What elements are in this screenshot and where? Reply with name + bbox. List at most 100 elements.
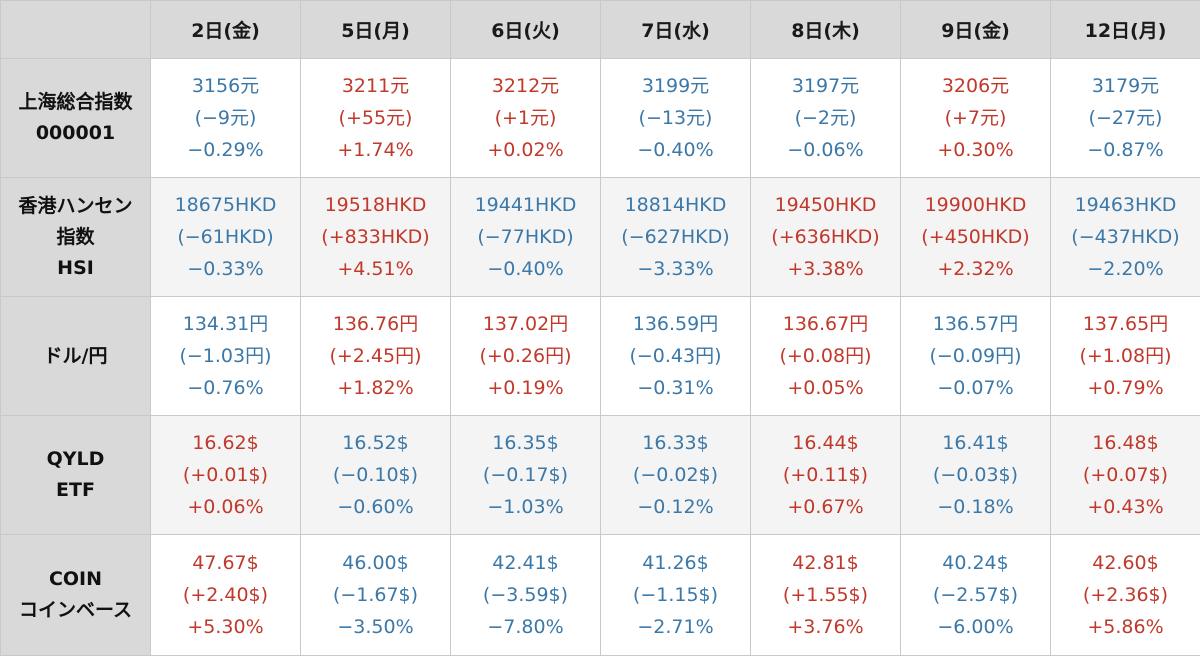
price-value: 137.65円 bbox=[1051, 308, 1200, 340]
change-value: (+1.55$) bbox=[751, 579, 900, 611]
change-value: (−1.03円) bbox=[151, 340, 300, 372]
change-value: (+636HKD) bbox=[751, 221, 900, 253]
price-value: 3206元 bbox=[901, 70, 1050, 102]
percent-value: −1.03% bbox=[451, 491, 600, 523]
price-value: 3212元 bbox=[451, 70, 600, 102]
row-label-line: HSI bbox=[1, 253, 150, 284]
price-value: 3179元 bbox=[1051, 70, 1200, 102]
quote-cell: 136.59円(−0.43円)−0.31% bbox=[601, 297, 751, 416]
quote-cell: 136.67円(+0.08円)+0.05% bbox=[751, 297, 901, 416]
quote-cell: 134.31円(−1.03円)−0.76% bbox=[151, 297, 301, 416]
change-value: (−0.03$) bbox=[901, 459, 1050, 491]
percent-value: −0.29% bbox=[151, 134, 300, 166]
quote-cell: 137.65円(+1.08円)+0.79% bbox=[1051, 297, 1200, 416]
row-label-line: コインベース bbox=[1, 595, 150, 626]
quote-cell: 41.26$(−1.15$)−2.71% bbox=[601, 535, 751, 656]
quote-cell: 19463HKD(−437HKD)−2.20% bbox=[1051, 178, 1200, 297]
price-value: 19450HKD bbox=[751, 189, 900, 221]
change-value: (−437HKD) bbox=[1051, 221, 1200, 253]
price-value: 136.76円 bbox=[301, 308, 450, 340]
change-value: (−1.15$) bbox=[601, 579, 750, 611]
change-value: (+1.08円) bbox=[1051, 340, 1200, 372]
quote-cell: 18675HKD(−61HKD)−0.33% bbox=[151, 178, 301, 297]
quote-cell: 19450HKD(+636HKD)+3.38% bbox=[751, 178, 901, 297]
percent-value: +0.05% bbox=[751, 372, 900, 404]
row-label-line: ETF bbox=[1, 475, 150, 506]
percent-value: −0.76% bbox=[151, 372, 300, 404]
percent-value: +5.86% bbox=[1051, 611, 1200, 643]
price-value: 3197元 bbox=[751, 70, 900, 102]
quote-cell: 16.44$(+0.11$)+0.67% bbox=[751, 416, 901, 535]
price-value: 3199元 bbox=[601, 70, 750, 102]
percent-value: +1.74% bbox=[301, 134, 450, 166]
percent-value: −0.33% bbox=[151, 253, 300, 285]
header-row: 2日(金) 5日(月) 6日(火) 7日(水) 8日(木) 9日(金) 12日(… bbox=[1, 1, 1200, 59]
price-value: 19463HKD bbox=[1051, 189, 1200, 221]
price-value: 16.52$ bbox=[301, 427, 450, 459]
price-value: 19518HKD bbox=[301, 189, 450, 221]
percent-value: −0.60% bbox=[301, 491, 450, 523]
change-value: (−3.59$) bbox=[451, 579, 600, 611]
percent-value: −0.06% bbox=[751, 134, 900, 166]
percent-value: −0.40% bbox=[601, 134, 750, 166]
change-value: (−1.67$) bbox=[301, 579, 450, 611]
price-value: 42.60$ bbox=[1051, 547, 1200, 579]
price-value: 19441HKD bbox=[451, 189, 600, 221]
quote-cell: 18814HKD(−627HKD)−3.33% bbox=[601, 178, 751, 297]
percent-value: +4.51% bbox=[301, 253, 450, 285]
change-value: (−0.10$) bbox=[301, 459, 450, 491]
percent-value: +5.30% bbox=[151, 611, 300, 643]
price-value: 16.44$ bbox=[751, 427, 900, 459]
change-value: (−0.02$) bbox=[601, 459, 750, 491]
change-value: (+0.26円) bbox=[451, 340, 600, 372]
change-value: (+0.01$) bbox=[151, 459, 300, 491]
percent-value: +0.79% bbox=[1051, 372, 1200, 404]
quote-cell: 42.81$(+1.55$)+3.76% bbox=[751, 535, 901, 656]
quote-cell: 42.41$(−3.59$)−7.80% bbox=[451, 535, 601, 656]
quote-cell: 3197元(−2元)−0.06% bbox=[751, 59, 901, 178]
quote-cell: 3212元(+1元)+0.02% bbox=[451, 59, 601, 178]
price-value: 136.59円 bbox=[601, 308, 750, 340]
price-value: 134.31円 bbox=[151, 308, 300, 340]
change-value: (−27元) bbox=[1051, 102, 1200, 134]
quote-cell: 16.52$(−0.10$)−0.60% bbox=[301, 416, 451, 535]
column-header: 9日(金) bbox=[901, 1, 1051, 59]
percent-value: +0.19% bbox=[451, 372, 600, 404]
row-label-line: QYLD bbox=[1, 444, 150, 475]
column-header: 8日(木) bbox=[751, 1, 901, 59]
percent-value: +3.38% bbox=[751, 253, 900, 285]
price-value: 42.81$ bbox=[751, 547, 900, 579]
quote-cell: 3156元(−9元)−0.29% bbox=[151, 59, 301, 178]
price-value: 46.00$ bbox=[301, 547, 450, 579]
price-value: 3156元 bbox=[151, 70, 300, 102]
percent-value: +0.43% bbox=[1051, 491, 1200, 523]
change-value: (+0.08円) bbox=[751, 340, 900, 372]
quote-cell: 40.24$(−2.57$)−6.00% bbox=[901, 535, 1051, 656]
price-value: 16.48$ bbox=[1051, 427, 1200, 459]
percent-value: −0.12% bbox=[601, 491, 750, 523]
change-value: (+1元) bbox=[451, 102, 600, 134]
quote-cell: 137.02円(+0.26円)+0.19% bbox=[451, 297, 601, 416]
change-value: (−2.57$) bbox=[901, 579, 1050, 611]
change-value: (+0.07$) bbox=[1051, 459, 1200, 491]
row-label-line: 上海総合指数 bbox=[1, 87, 150, 118]
change-value: (+55元) bbox=[301, 102, 450, 134]
percent-value: −7.80% bbox=[451, 611, 600, 643]
change-value: (+833HKD) bbox=[301, 221, 450, 253]
quote-cell: 19518HKD(+833HKD)+4.51% bbox=[301, 178, 451, 297]
change-value: (−2元) bbox=[751, 102, 900, 134]
row-label-line: ドル/円 bbox=[1, 341, 150, 372]
quote-cell: 19900HKD(+450HKD)+2.32% bbox=[901, 178, 1051, 297]
quote-cell: 136.76円(+2.45円)+1.82% bbox=[301, 297, 451, 416]
change-value: (+450HKD) bbox=[901, 221, 1050, 253]
